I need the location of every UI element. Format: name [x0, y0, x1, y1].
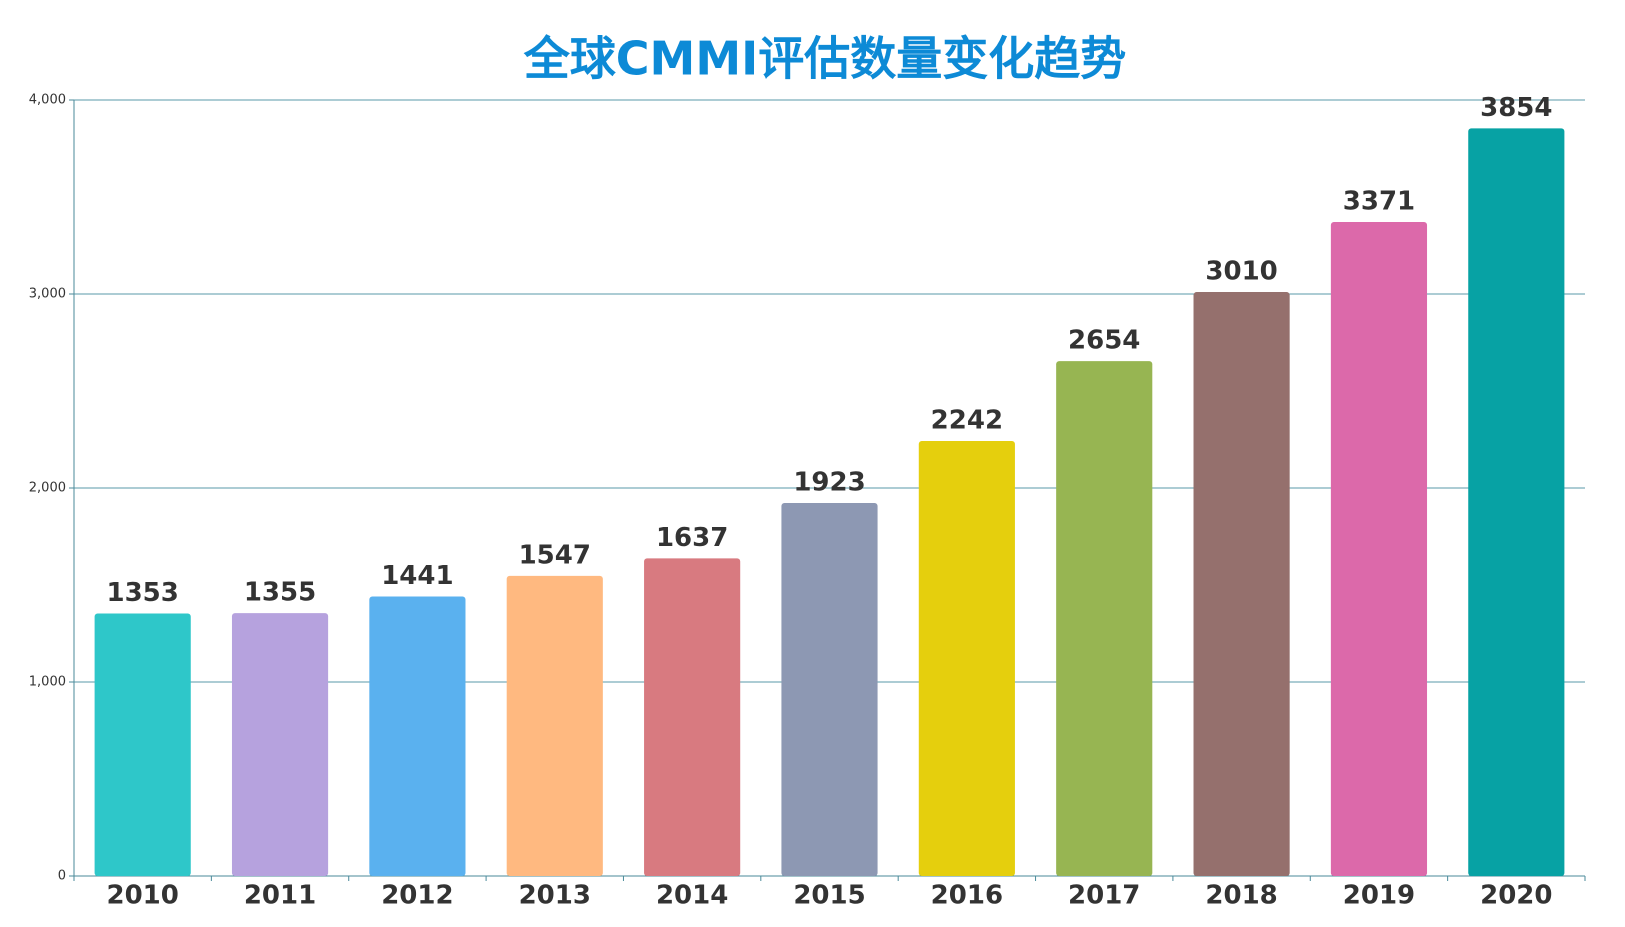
bar: [1330, 222, 1428, 876]
y-tick-label: 1,000: [29, 675, 66, 690]
value-label: 1353: [106, 578, 178, 608]
bar: [644, 558, 741, 876]
value-label: 3010: [1205, 257, 1277, 287]
x-tick-label: 2013: [519, 881, 591, 911]
value-label: 2654: [1068, 326, 1140, 356]
bar: [781, 502, 878, 876]
bar: [231, 613, 329, 876]
bar: [369, 596, 466, 876]
x-tick-label: 2011: [244, 881, 316, 911]
bar: [1468, 128, 1565, 877]
x-tick-label: 2015: [793, 881, 865, 911]
value-label: 1923: [793, 467, 865, 497]
value-label: 1355: [244, 578, 316, 608]
y-tick-label: 3,000: [29, 287, 66, 302]
y-tick-label: 0: [58, 869, 66, 884]
bar: [1056, 361, 1153, 876]
value-label: 3854: [1480, 93, 1552, 123]
x-tick-label: 2019: [1343, 881, 1415, 911]
x-tick-label: 2016: [931, 881, 1003, 911]
bar: [918, 441, 1015, 876]
y-tick-label: 4,000: [29, 93, 66, 108]
bar: [1193, 292, 1290, 876]
value-label: 1441: [381, 561, 453, 591]
x-tick-label: 2020: [1480, 881, 1552, 911]
value-label: 2242: [931, 406, 1003, 436]
value-label: 1637: [656, 523, 728, 553]
x-tick-label: 2017: [1068, 881, 1140, 911]
x-tick-label: 2010: [106, 881, 178, 911]
x-tick-label: 2014: [656, 881, 728, 911]
chart-title: 全球CMMI评估数量变化趋势: [523, 32, 1126, 86]
value-label: 1547: [519, 540, 591, 570]
value-label: 3371: [1343, 187, 1415, 217]
bar: [94, 613, 191, 876]
bar: [506, 575, 603, 876]
x-tick-label: 2012: [381, 881, 453, 911]
x-tick-label: 2018: [1205, 881, 1277, 911]
y-tick-label: 2,000: [29, 481, 66, 496]
